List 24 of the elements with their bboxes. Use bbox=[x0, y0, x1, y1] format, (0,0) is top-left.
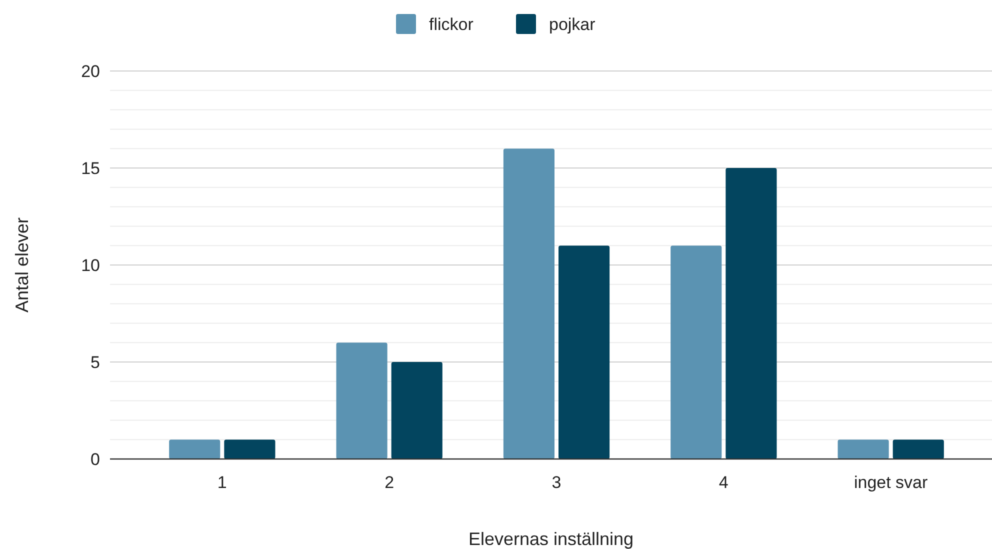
bar bbox=[892, 440, 944, 459]
bar bbox=[503, 148, 554, 459]
bar bbox=[336, 342, 388, 459]
x-axis-title: Elevernas inställning bbox=[468, 529, 634, 549]
y-tick-label: 10 bbox=[81, 256, 100, 275]
y-tick-label: 0 bbox=[90, 450, 100, 469]
legend-label: flickor bbox=[429, 14, 474, 34]
bar bbox=[838, 440, 889, 459]
y-tick-label: 5 bbox=[90, 352, 100, 372]
bar bbox=[670, 246, 722, 459]
x-tick-label: 3 bbox=[552, 473, 562, 492]
bar bbox=[169, 440, 220, 459]
bar bbox=[558, 246, 610, 459]
x-tick-label: 2 bbox=[384, 473, 394, 492]
legend-label: pojkar bbox=[549, 14, 596, 34]
x-tick-label: 1 bbox=[217, 473, 227, 492]
y-tick-label: 20 bbox=[81, 62, 100, 81]
y-tick-label: 15 bbox=[81, 158, 100, 178]
bar bbox=[726, 168, 777, 459]
x-tick-label: 4 bbox=[718, 473, 728, 492]
bar bbox=[224, 440, 276, 459]
x-tick-label: inget svar bbox=[854, 473, 928, 492]
y-axis-title: Antal elever bbox=[12, 217, 32, 313]
bar bbox=[391, 362, 442, 459]
